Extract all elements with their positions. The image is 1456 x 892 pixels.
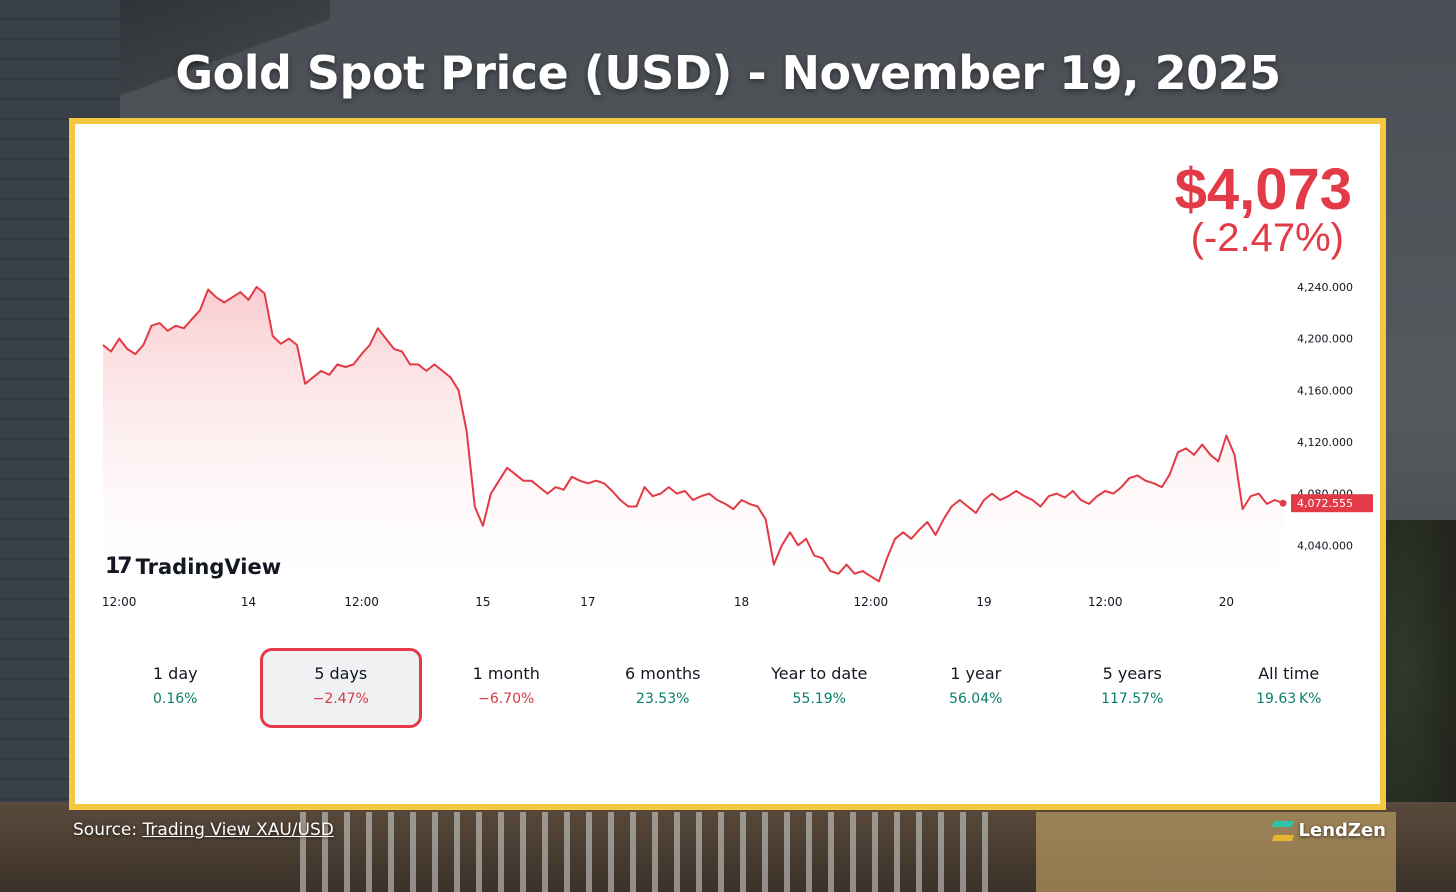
period-change: 55.19% [792, 691, 846, 707]
background-fence [300, 812, 1000, 892]
source-prefix: Source: [73, 820, 143, 840]
period-1-year[interactable]: 1 year 56.04% [898, 648, 1055, 728]
y-tick-label: 4,160.000 [1297, 384, 1353, 397]
brand-name: LendZen [1298, 820, 1386, 841]
source-credit: Source: Trading View XAU/USD [73, 820, 334, 840]
last-price-dot [1279, 499, 1287, 507]
period-label: All time [1258, 664, 1320, 683]
period-change: −2.47% [312, 691, 369, 707]
period-change: −6.70% [478, 691, 535, 707]
period-change: 117.57% [1101, 691, 1164, 707]
period-1-day[interactable]: 1 day 0.16% [97, 648, 254, 728]
period-change: 23.53% [636, 691, 690, 707]
last-price-label: 4,072.555 [1297, 497, 1353, 510]
period-label: 1 year [950, 664, 1002, 683]
current-price: $4,073 [1174, 157, 1352, 222]
period-1-month[interactable]: 1 month −6.70% [428, 648, 585, 728]
x-tick-label: 17 [580, 595, 595, 609]
y-tick-label: 4,120.000 [1297, 436, 1353, 449]
period-all-time[interactable]: All time 19.63 K% [1211, 648, 1368, 728]
tradingview-wordmark: TradingView [135, 554, 282, 579]
x-tick-label: 12:00 [102, 595, 137, 609]
price-area [103, 286, 1283, 584]
y-tick-label: 4,240.000 [1297, 281, 1353, 294]
period-change: 0.16% [153, 691, 198, 707]
price-change-percent: (-2.47%) [1190, 216, 1344, 260]
period-label: 1 month [472, 664, 540, 683]
period-label: 5 days [314, 664, 368, 683]
period-label: 1 day [152, 664, 198, 683]
period-5-days[interactable]: 5 days −2.47% [259, 648, 422, 728]
period-selector: 1 day 0.16% 5 days −2.47% 1 month −6.70%… [97, 648, 1367, 728]
chart-card: 4,240.000 4,200.000 4,160.000 4,120.000 4,08… [69, 118, 1386, 810]
period-change: 19.63 K% [1256, 691, 1322, 707]
lendzen-mark-icon [1273, 821, 1293, 841]
x-tick-label: 12:00 [854, 595, 889, 609]
source-link[interactable]: Trading View XAU/USD [142, 820, 334, 840]
last-price-tag [1291, 494, 1373, 513]
tradingview-mark-icon: 17 [105, 554, 133, 579]
x-tick-label: 15 [475, 595, 490, 609]
x-tick-label: 19 [976, 595, 991, 609]
period-6-months[interactable]: 6 months 23.53% [585, 648, 742, 728]
period-5-years[interactable]: 5 years 117.57% [1054, 648, 1211, 728]
period-label: 6 months [624, 664, 701, 683]
x-tick-label: 18 [734, 595, 749, 609]
x-axis: 12:00 14 12:00 15 17 18 12:00 19 12:00 20 [102, 595, 1234, 609]
y-tick-label: 4,040.000 [1297, 539, 1353, 552]
x-tick-label: 14 [241, 595, 256, 609]
period-year-to-date[interactable]: Year to date 55.19% [741, 648, 898, 728]
x-tick-label: 20 [1219, 595, 1234, 609]
period-change: 56.04% [949, 691, 1003, 707]
tradingview-logo: 17 TradingView [105, 554, 281, 579]
price-line [102, 285, 1284, 583]
x-tick-label: 12:00 [344, 595, 379, 609]
x-tick-label: 12:00 [1088, 595, 1123, 609]
page-title: Gold Spot Price (USD) - November 19, 202… [175, 46, 1281, 100]
last-price-marker: 4,072.555 [1279, 494, 1373, 513]
period-label: 5 years [1102, 664, 1162, 683]
background-house-right [1036, 812, 1396, 892]
period-label: Year to date [771, 664, 868, 683]
price-chart: 4,240.0004,200.0004,160.0004,120.0004,08… [102, 281, 1373, 609]
y-tick-label: 4,200.000 [1297, 333, 1353, 346]
brand-logo: LendZen [1273, 820, 1386, 841]
